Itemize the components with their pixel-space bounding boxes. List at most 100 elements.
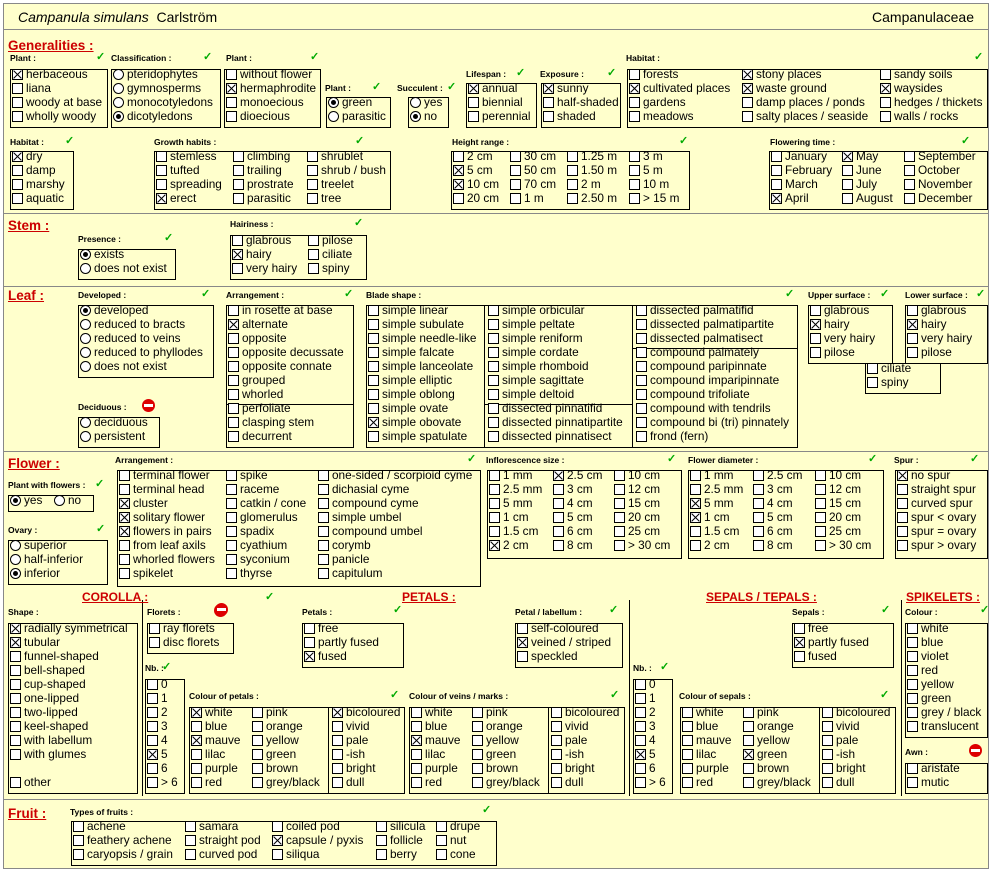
checkbox-icon[interactable]: [551, 734, 562, 746]
checkbox-icon[interactable]: [411, 776, 422, 788]
checkbox-icon[interactable]: [907, 692, 918, 704]
option-checkbox[interactable]: pilose: [810, 345, 855, 359]
option-checkbox[interactable]: 50 cm: [510, 163, 556, 177]
option-checkbox[interactable]: treelet: [307, 177, 354, 191]
checkbox-icon[interactable]: [636, 318, 647, 330]
option-checkbox[interactable]: September: [904, 149, 976, 163]
option-checkbox[interactable]: brown: [252, 761, 298, 775]
checkbox-icon[interactable]: [907, 332, 918, 344]
checkbox-icon[interactable]: [12, 110, 23, 122]
option-checkbox[interactable]: coiled pod: [272, 819, 340, 833]
option-radio[interactable]: deciduous: [80, 415, 148, 429]
option-checkbox[interactable]: compound bi (tri) pinnately: [636, 415, 789, 429]
option-checkbox[interactable]: half-shaded: [543, 95, 619, 109]
option-checkbox[interactable]: 3 cm: [553, 482, 593, 496]
checkbox-icon[interactable]: [436, 820, 447, 832]
radio-icon[interactable]: [80, 416, 91, 428]
option-checkbox[interactable]: veined / striped: [517, 635, 611, 649]
option-checkbox[interactable]: catkin / cone: [226, 496, 306, 510]
checkbox-icon[interactable]: [453, 192, 464, 204]
option-checkbox[interactable]: opposite: [228, 331, 287, 345]
checkbox-icon[interactable]: [472, 734, 483, 746]
checkbox-icon[interactable]: [228, 346, 239, 358]
option-checkbox[interactable]: > 30 cm: [815, 538, 871, 552]
option-radio[interactable]: exists: [80, 247, 124, 261]
option-checkbox[interactable]: spur > ovary: [897, 538, 976, 552]
option-checkbox[interactable]: dissected palmatipartite: [636, 317, 774, 331]
option-checkbox[interactable]: compound trifoliate: [636, 387, 750, 401]
checkbox-icon[interactable]: [10, 748, 21, 760]
option-checkbox[interactable]: pale: [551, 733, 587, 747]
option-checkbox[interactable]: decurrent: [228, 429, 292, 443]
option-checkbox[interactable]: bicoloured: [822, 705, 890, 719]
option-checkbox[interactable]: thyrse: [226, 566, 272, 580]
option-checkbox[interactable]: grouped: [228, 373, 285, 387]
checkbox-icon[interactable]: [567, 178, 578, 190]
option-checkbox[interactable]: 12 cm: [815, 482, 861, 496]
option-radio[interactable]: parasitic: [328, 109, 386, 123]
option-radio[interactable]: does not exist: [80, 359, 167, 373]
checkbox-icon[interactable]: [191, 720, 202, 732]
option-checkbox[interactable]: 2.5 cm: [553, 468, 602, 482]
checkbox-icon[interactable]: [771, 150, 782, 162]
option-checkbox[interactable]: blue: [191, 719, 227, 733]
checkbox-icon[interactable]: [636, 374, 647, 386]
option-checkbox[interactable]: cyathium: [226, 538, 287, 552]
option-checkbox[interactable]: simple linear: [368, 303, 448, 317]
checkbox-icon[interactable]: [551, 762, 562, 774]
option-radio[interactable]: half-inferior: [10, 552, 83, 566]
checkbox-icon[interactable]: [468, 110, 479, 122]
checkbox-icon[interactable]: [228, 416, 239, 428]
checkbox-icon[interactable]: [147, 720, 158, 732]
checkbox-icon[interactable]: [636, 304, 647, 316]
option-checkbox[interactable]: perennial: [468, 109, 531, 123]
checkbox-icon[interactable]: [12, 164, 23, 176]
option-checkbox[interactable]: dry: [12, 149, 42, 163]
checkbox-icon[interactable]: [119, 539, 130, 551]
option-checkbox[interactable]: 2 cm: [690, 538, 730, 552]
checkbox-icon[interactable]: [304, 622, 315, 634]
option-checkbox[interactable]: 1 mm: [690, 468, 734, 482]
radio-icon[interactable]: [80, 318, 91, 330]
option-checkbox[interactable]: biennial: [468, 95, 523, 109]
checkbox-icon[interactable]: [272, 834, 283, 846]
checkbox-icon[interactable]: [690, 469, 701, 481]
checkbox-icon[interactable]: [690, 511, 701, 523]
checkbox-icon[interactable]: [368, 388, 379, 400]
option-checkbox[interactable]: terminal head: [119, 482, 204, 496]
checkbox-icon[interactable]: [228, 374, 239, 386]
checkbox-icon[interactable]: [233, 192, 244, 204]
checkbox-icon[interactable]: [510, 192, 521, 204]
option-radio[interactable]: yes: [10, 493, 42, 507]
checkbox-icon[interactable]: [907, 304, 918, 316]
checkbox-icon[interactable]: [753, 497, 764, 509]
checkbox-icon[interactable]: [635, 720, 646, 732]
option-checkbox[interactable]: 3 m: [629, 149, 663, 163]
option-checkbox[interactable]: 15 cm: [815, 496, 861, 510]
checkbox-icon[interactable]: [228, 360, 239, 372]
checkbox-icon[interactable]: [12, 96, 23, 108]
checkbox-icon[interactable]: [635, 706, 646, 718]
option-checkbox[interactable]: one-lipped: [10, 691, 79, 705]
checkbox-icon[interactable]: [185, 848, 196, 860]
option-checkbox[interactable]: simple umbel: [318, 510, 402, 524]
option-checkbox[interactable]: spike: [226, 468, 268, 482]
checkbox-icon[interactable]: [376, 834, 387, 846]
option-checkbox[interactable]: simple needle-like: [368, 331, 476, 345]
checkbox-icon[interactable]: [510, 178, 521, 190]
checkbox-icon[interactable]: [907, 622, 918, 634]
option-checkbox[interactable]: pale: [822, 733, 858, 747]
radio-icon[interactable]: [328, 110, 339, 122]
checkbox-icon[interactable]: [551, 776, 562, 788]
radio-icon[interactable]: [80, 360, 91, 372]
option-checkbox[interactable]: 2: [147, 705, 168, 719]
checkbox-icon[interactable]: [489, 525, 500, 537]
option-checkbox[interactable]: capsule / pyxis: [272, 833, 363, 847]
option-checkbox[interactable]: partly fused: [794, 635, 869, 649]
option-checkbox[interactable]: simple subulate: [368, 317, 464, 331]
option-checkbox[interactable]: wholly woody: [12, 109, 96, 123]
option-checkbox[interactable]: 2.50 m: [567, 191, 617, 205]
option-checkbox[interactable]: translucent: [907, 719, 979, 733]
option-checkbox[interactable]: salty places / seaside: [742, 109, 868, 123]
option-checkbox[interactable]: spiny: [308, 261, 350, 275]
